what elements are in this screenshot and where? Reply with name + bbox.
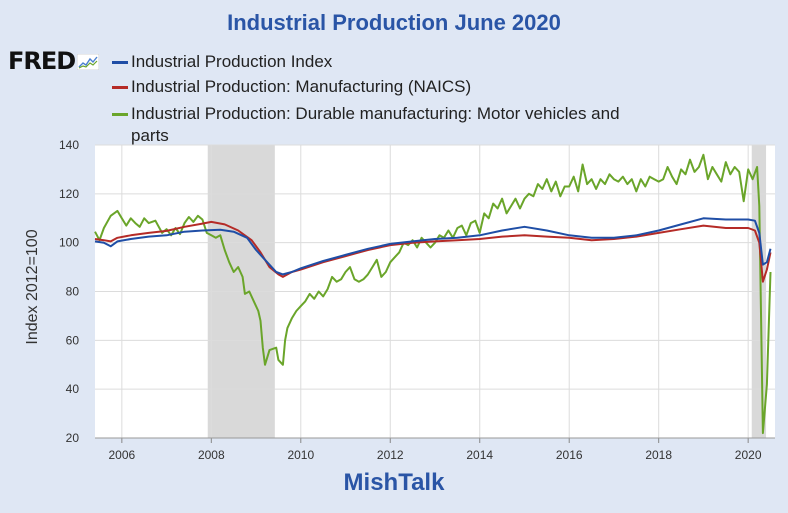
legend-item-ip: Industrial Production Index (112, 51, 333, 73)
legend-swatch-ip (112, 61, 128, 64)
y-tick-label: 100 (59, 236, 79, 250)
y-tick-label: 120 (59, 187, 79, 201)
x-tick-label: 2008 (198, 448, 225, 462)
x-tick-label: 2010 (287, 448, 314, 462)
series-line-1 (94, 220, 772, 283)
y-tick-label: 20 (66, 431, 80, 445)
series-line-0 (94, 217, 772, 276)
chart-title: Industrial Production June 2020 (227, 10, 561, 35)
fred-logo: FRED (8, 47, 100, 75)
series-line-2 (94, 153, 772, 435)
legend-label-ip: Industrial Production Index (131, 52, 333, 71)
fred-chart-icon (76, 53, 100, 71)
x-tick-label: 2016 (556, 448, 583, 462)
x-tick-label: 2014 (466, 448, 493, 462)
x-tick-label: 2006 (108, 448, 135, 462)
x-tick-label: 2020 (735, 448, 762, 462)
footer-brand: MishTalk (343, 469, 445, 496)
x-tick-label: 2018 (645, 448, 672, 462)
legend-item-motor: Industrial Production: Durable manufactu… (112, 103, 631, 147)
y-tick-label: 140 (59, 138, 79, 152)
legend-label-mfg: Industrial Production: Manufacturing (NA… (131, 77, 472, 96)
y-tick-label: 80 (66, 285, 80, 299)
x-tick-label: 2012 (377, 448, 404, 462)
fred-logo-text: FRED (8, 47, 76, 75)
legend-swatch-motor (112, 113, 128, 116)
y-tick-label: 60 (66, 333, 80, 347)
legend-item-mfg: Industrial Production: Manufacturing (NA… (112, 76, 472, 98)
y-tick-label: 40 (66, 382, 80, 396)
legend-label-motor: Industrial Production: Durable manufactu… (131, 104, 620, 145)
legend-swatch-mfg (112, 86, 128, 89)
